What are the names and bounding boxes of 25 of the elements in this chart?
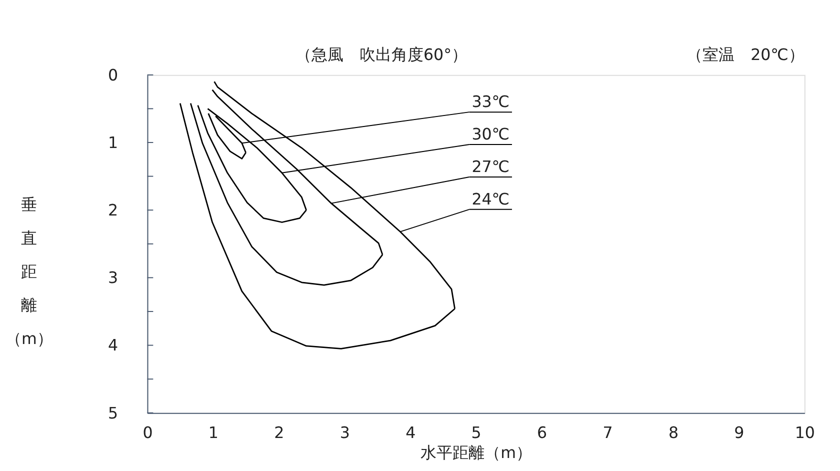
- x-tick-label: 5: [471, 423, 482, 442]
- x-tick-label: 4: [406, 423, 416, 442]
- y-tick-label: 2: [108, 200, 118, 220]
- x-tick-label: 3: [340, 423, 350, 442]
- annotation: 33℃: [472, 92, 510, 112]
- x-tick-label: 8: [668, 423, 679, 442]
- text: （急風 吹出角度60°）: [295, 45, 468, 64]
- x-tick-label: 6: [537, 423, 548, 442]
- x-tick-label: 2: [274, 423, 284, 442]
- text: （室温 20℃）: [686, 45, 804, 64]
- x-tick-label: 10: [794, 423, 815, 442]
- y-axis-title: 垂直距離（m）: [5, 194, 53, 348]
- y-tick-label: 1: [108, 132, 118, 152]
- x-tick-label: 7: [602, 423, 613, 442]
- annotation: 24℃: [472, 189, 510, 208]
- x-axis-title: 水平距離（m）: [420, 442, 532, 462]
- y-tick-label: 5: [108, 403, 118, 422]
- annotation: 27℃: [472, 157, 510, 176]
- annotation: 30℃: [472, 124, 510, 144]
- x-tick-label: 9: [734, 423, 744, 442]
- y-tick-label: 0: [108, 65, 118, 84]
- x-tick-label: 0: [142, 423, 153, 442]
- y-tick-label: 4: [108, 336, 118, 355]
- y-tick-label: 3: [108, 268, 118, 288]
- x-tick-label: 1: [208, 423, 218, 442]
